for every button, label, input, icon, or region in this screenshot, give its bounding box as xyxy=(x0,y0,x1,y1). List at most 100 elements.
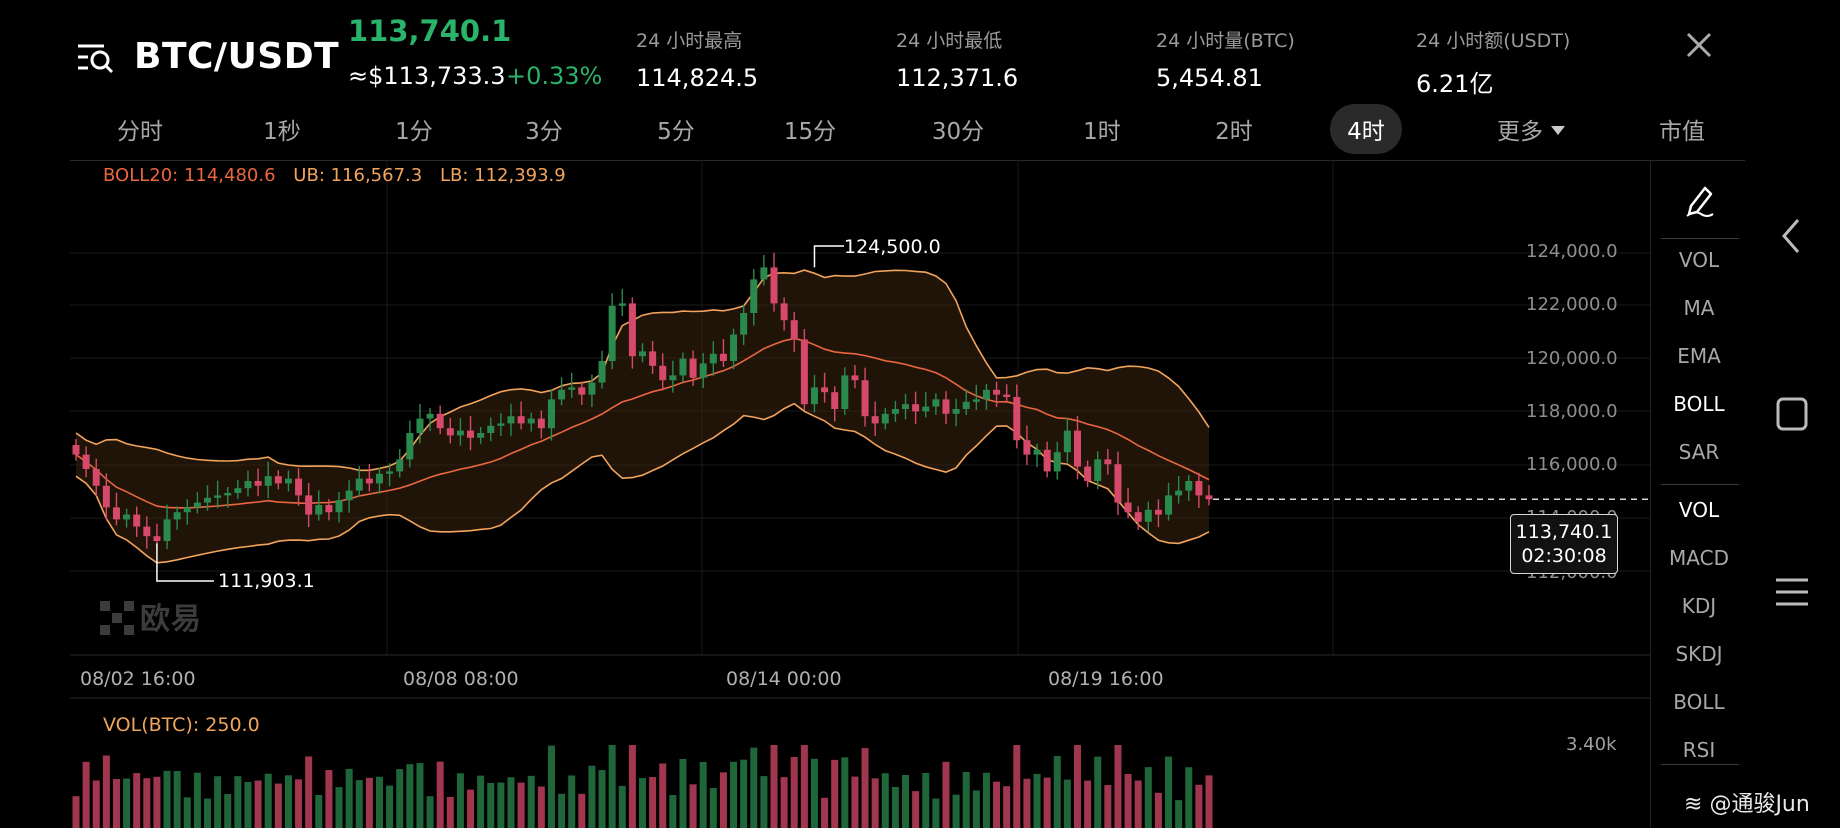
candle-body xyxy=(497,423,505,426)
volume-bar xyxy=(709,787,717,828)
candle-body xyxy=(173,512,181,520)
volume-bar xyxy=(517,782,525,828)
last-price: 113,740.1 xyxy=(348,14,512,48)
boll-band-fill xyxy=(76,270,1209,563)
candle-body xyxy=(112,507,120,520)
indicator-boll[interactable]: BOLL xyxy=(1673,392,1725,416)
current-price: 113,740.1 xyxy=(1515,521,1613,543)
volume-bar xyxy=(578,793,586,828)
sub-indicator-rsi[interactable]: RSI xyxy=(1682,738,1716,762)
tab-3m[interactable]: 3分 xyxy=(525,119,563,145)
candle-body xyxy=(993,389,1001,395)
volume-bar xyxy=(1134,780,1142,828)
okx-watermark: 欧易 xyxy=(100,594,202,638)
volume-bar xyxy=(72,796,80,828)
stat-24h-low: 24 小时最低 112,371.6 xyxy=(896,26,1018,92)
candle-body xyxy=(295,478,303,496)
home-square-icon[interactable] xyxy=(1770,394,1814,434)
indicator-sidebar: VOL MA EMA BOLL SAR VOL MACD KDJ SKDJ BO… xyxy=(1650,160,1746,828)
volume-bar xyxy=(810,758,818,828)
indicator-sar[interactable]: SAR xyxy=(1678,440,1720,464)
candle-body xyxy=(881,413,889,424)
candle-body xyxy=(456,430,464,436)
x-tick-label: 08/14 00:00 xyxy=(726,668,842,690)
stat-label: 24 小时额(USDT) xyxy=(1416,30,1571,52)
tab-timeline[interactable]: 分时 xyxy=(117,119,163,145)
sub-indicator-kdj[interactable]: KDJ xyxy=(1681,594,1717,618)
tab-1h[interactable]: 1时 xyxy=(1083,119,1121,145)
volume-bar xyxy=(406,764,414,828)
volume-bar xyxy=(932,798,940,828)
candle-body xyxy=(1094,459,1102,481)
volume-bar xyxy=(224,794,232,828)
candle-body xyxy=(284,478,292,484)
candle-body xyxy=(1195,481,1203,496)
candle-body xyxy=(628,303,636,357)
tab-4h[interactable]: 4时 xyxy=(1330,104,1402,154)
candle-body xyxy=(861,380,869,417)
sub-indicator-boll[interactable]: BOLL xyxy=(1673,690,1725,714)
candle-body xyxy=(1063,430,1071,453)
volume-bar xyxy=(891,787,899,828)
indicator-ma[interactable]: MA xyxy=(1683,296,1715,320)
tab-market-cap[interactable]: 市值 xyxy=(1659,119,1705,145)
candle-body xyxy=(315,505,323,515)
volume-bar xyxy=(426,796,434,828)
change-percent: +0.33% xyxy=(506,62,603,90)
close-icon[interactable] xyxy=(1684,30,1714,60)
volume-bar xyxy=(598,770,606,828)
candle-body xyxy=(527,418,535,424)
stat-label: 24 小时最低 xyxy=(896,30,1003,52)
candle-body xyxy=(730,334,738,361)
y-tick-label: 118,000.0 xyxy=(1526,401,1618,422)
tab-30m[interactable]: 30分 xyxy=(931,119,985,145)
volume-bar xyxy=(234,776,242,828)
sub-indicator-vol[interactable]: VOL xyxy=(1678,498,1720,522)
tab-more[interactable]: 更多 xyxy=(1472,104,1590,154)
candle-body xyxy=(588,382,596,395)
candle-body xyxy=(487,425,495,433)
recent-apps-icon[interactable] xyxy=(1770,572,1814,612)
candle-body xyxy=(1033,449,1041,455)
x-tick-label: 08/19 16:00 xyxy=(1048,668,1164,690)
volume-bar xyxy=(204,798,212,828)
candle-body xyxy=(183,507,191,513)
candle-body xyxy=(598,361,606,383)
indicator-vol[interactable]: VOL xyxy=(1678,248,1720,272)
candle-body xyxy=(831,392,839,409)
volume-bar xyxy=(1205,775,1213,828)
tab-2h[interactable]: 2时 xyxy=(1215,119,1253,145)
candle-body xyxy=(618,303,626,306)
sub-indicator-skdj[interactable]: SKDJ xyxy=(1675,642,1723,666)
volume-bar xyxy=(487,782,495,828)
tab-1s[interactable]: 1秒 xyxy=(263,119,301,145)
candle-body xyxy=(274,476,282,484)
volume-bar xyxy=(214,776,222,828)
volume-bar xyxy=(1124,773,1132,828)
candle-body xyxy=(446,428,454,436)
trading-pair-title[interactable]: BTC/USDT xyxy=(134,36,340,77)
tab-1m[interactable]: 1分 xyxy=(395,119,433,145)
y-tick-label: 120,000.0 xyxy=(1526,348,1618,369)
candle-body xyxy=(659,365,667,381)
candle-body xyxy=(365,478,373,484)
stat-value: 114,824.5 xyxy=(636,64,759,92)
sub-indicator-macd[interactable]: MACD xyxy=(1669,546,1729,570)
volume-bar xyxy=(82,761,90,828)
indicator-ema[interactable]: EMA xyxy=(1677,344,1721,368)
volume-bar xyxy=(618,785,626,828)
back-icon[interactable] xyxy=(1770,216,1814,256)
volume-bar xyxy=(436,761,444,828)
volume-bar xyxy=(507,777,515,828)
candle-body xyxy=(760,267,768,280)
candle-body xyxy=(416,418,424,433)
candle-body xyxy=(750,279,758,313)
tab-5m[interactable]: 5分 xyxy=(657,119,695,145)
y-tick-label: 116,000.0 xyxy=(1526,454,1618,475)
draw-tool-icon[interactable] xyxy=(1685,184,1715,218)
candle-body xyxy=(72,445,80,455)
tab-15m[interactable]: 15分 xyxy=(783,119,837,145)
kline-chart[interactable] xyxy=(0,160,1650,828)
menu-search-icon[interactable] xyxy=(76,40,114,74)
candle-body xyxy=(780,303,788,321)
